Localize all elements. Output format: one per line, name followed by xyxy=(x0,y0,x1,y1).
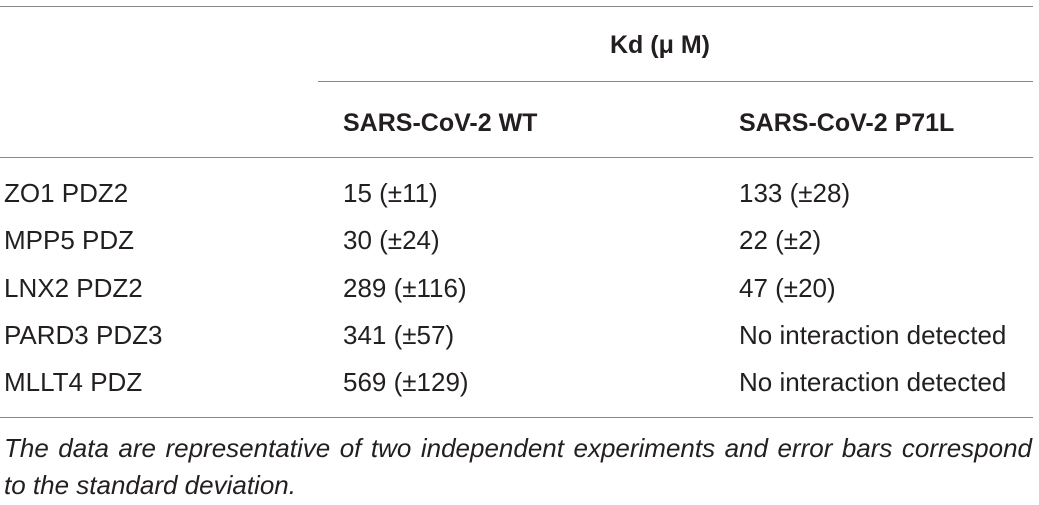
row-label: LNX2 PDZ2 xyxy=(4,273,143,303)
table-footnote: The data are representative of two indep… xyxy=(4,433,1032,500)
kd-p71l-cell: 22 (±2) xyxy=(739,225,822,255)
group-header-rule xyxy=(318,81,1033,82)
kd-p71l-cell: No interaction detected xyxy=(739,367,1007,397)
row-label: MPP5 PDZ xyxy=(4,225,135,255)
kd-p71l-cell: No interaction detected xyxy=(739,320,1007,350)
kd-wt-cell: 341 (±57) xyxy=(343,320,455,350)
kd-p71l-cell: 47 (±20) xyxy=(739,273,836,303)
row-label: PARD3 PDZ3 xyxy=(4,320,163,350)
row-label: ZO1 PDZ2 xyxy=(4,178,129,208)
kd-wt-cell: 569 (±129) xyxy=(343,367,469,397)
kd-p71l-cell: 133 (±28) xyxy=(739,178,851,208)
kd-wt-cell: 30 (±24) xyxy=(343,225,440,255)
column-header-wt: SARS-CoV-2 WT xyxy=(343,109,538,137)
top-rule xyxy=(0,6,1033,7)
kd-wt-cell: 15 (±11) xyxy=(343,178,438,208)
group-header-kd: Kd (μ M) xyxy=(610,31,710,59)
bottom-rule xyxy=(0,417,1033,418)
header-rule xyxy=(0,157,1033,158)
column-header-p71l: SARS-CoV-2 P71L xyxy=(739,109,955,137)
kd-wt-cell: 289 (±116) xyxy=(343,273,467,303)
row-label: MLLT4 PDZ xyxy=(4,367,143,397)
